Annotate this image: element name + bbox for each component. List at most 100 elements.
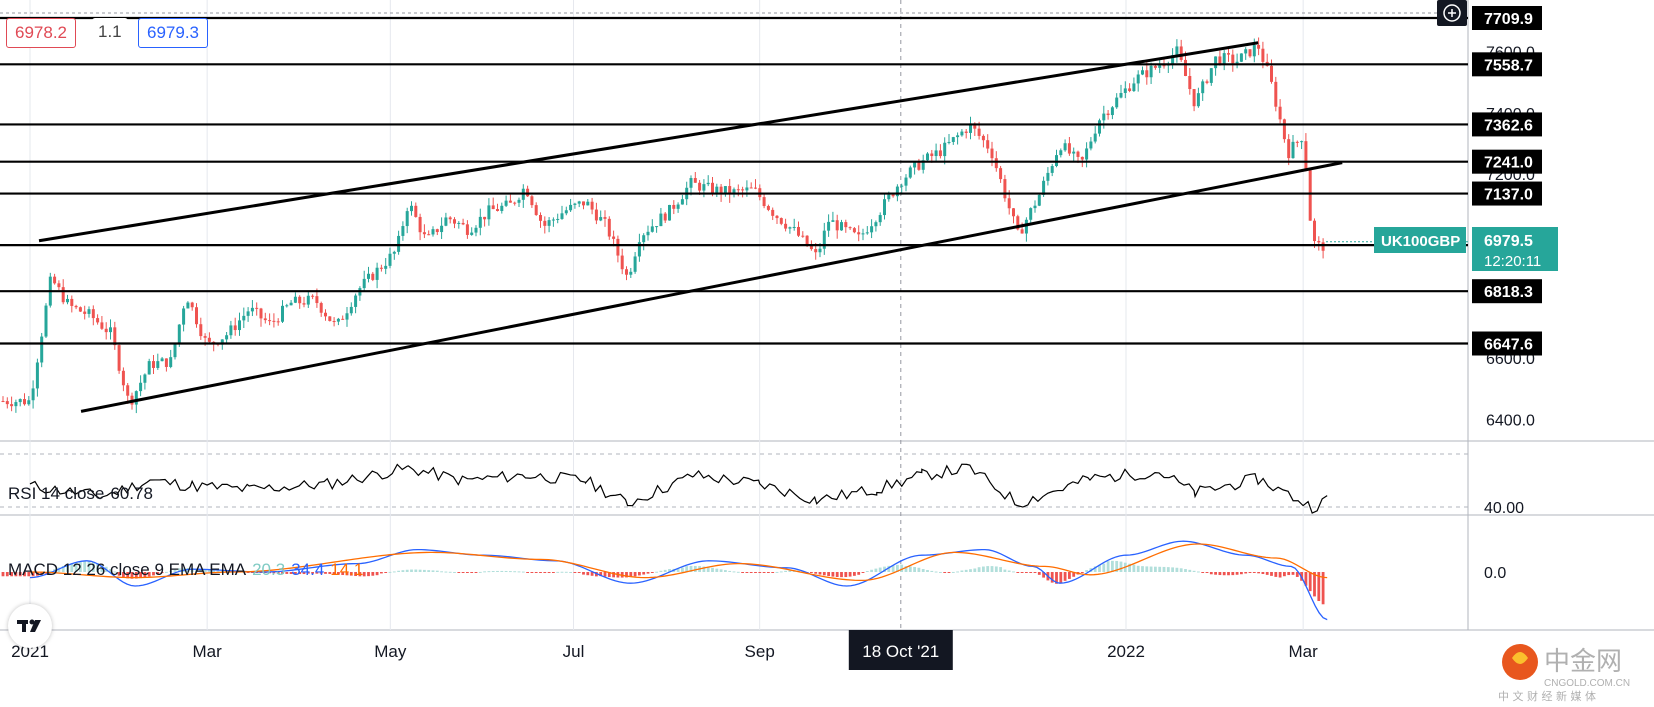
candle-body: [895, 186, 899, 197]
candle-body: [1282, 119, 1286, 140]
candle-body: [1175, 46, 1179, 56]
candle-body: [457, 222, 461, 224]
macd-histogram-bar: [1072, 572, 1076, 577]
candle-body: [203, 336, 207, 338]
macd-histogram-bar: [865, 571, 869, 573]
candle-body: [1033, 205, 1037, 209]
candle-body: [199, 324, 203, 337]
macd-histogram-bar: [1274, 572, 1278, 577]
candle-body: [91, 309, 95, 319]
macd-histogram-bar: [767, 572, 770, 573]
macd-histogram-bar: [1080, 572, 1084, 573]
macd-histogram-bar: [1029, 572, 1033, 573]
macd-histogram-bar: [1025, 572, 1028, 573]
macd-histogram-bar: [367, 572, 370, 577]
candle-body: [470, 232, 474, 235]
rsi-legend[interactable]: RSI 14 close 60.78: [8, 484, 153, 504]
bid-price-box[interactable]: 6978.2: [6, 18, 76, 48]
candle-body: [1080, 156, 1084, 160]
candle-body: [392, 251, 396, 254]
candle-body: [822, 230, 826, 249]
macd-histogram-bar: [1218, 572, 1222, 576]
macd-histogram-bar: [453, 571, 456, 573]
candle-body: [569, 204, 573, 211]
macd-histogram-bar: [754, 572, 757, 573]
macd-histogram-bar: [530, 572, 534, 573]
candle-body: [1093, 133, 1097, 142]
candles-group: [1, 37, 1325, 414]
candle-body: [427, 234, 431, 236]
candle-body: [1227, 53, 1230, 55]
macd-histogram-bar: [896, 564, 899, 572]
macd-histogram-bar: [543, 572, 547, 573]
candle-body: [87, 309, 91, 314]
candle-body: [431, 229, 435, 235]
candle-body: [797, 226, 800, 236]
candle-body: [938, 150, 942, 157]
macd-histogram-bar: [960, 570, 964, 572]
macd-histogram-bar: [117, 572, 121, 576]
candle-body: [1136, 74, 1140, 84]
macd-histogram-bar: [66, 564, 69, 572]
macd-histogram-bar: [1175, 567, 1179, 572]
macd-histogram-bar: [1235, 572, 1239, 575]
macd-histogram-bar: [775, 571, 779, 573]
ask-price-box[interactable]: 6979.3: [138, 18, 208, 48]
macd-histogram-bar: [1295, 572, 1299, 577]
macd-histogram-bar: [861, 572, 865, 573]
macd-histogram-bar: [10, 572, 13, 577]
macd-histogram-bar: [1132, 564, 1136, 572]
candle-body: [625, 269, 628, 275]
candle-body: [349, 306, 353, 314]
macd-histogram-bar: [939, 571, 942, 573]
time-axis-tick: Sep: [745, 642, 775, 661]
macd-histogram-bar: [169, 570, 173, 572]
time-axis-tick: 2021: [11, 642, 49, 661]
candle-body: [956, 135, 960, 138]
macd-histogram-bar: [156, 572, 160, 575]
candle-body: [164, 358, 168, 367]
macd-histogram-bar: [1179, 568, 1183, 572]
macd-histogram-bar: [547, 572, 551, 573]
rsi-value: 60.78: [110, 484, 153, 503]
macd-histogram-bar: [990, 566, 994, 572]
macd-histogram-bar: [392, 571, 396, 573]
macd-histogram-bar: [70, 563, 74, 572]
macd-histogram-bar: [405, 569, 409, 572]
candle-body: [607, 218, 611, 237]
tradingview-logo[interactable]: [8, 604, 52, 648]
macd-histogram-bar: [1321, 572, 1325, 605]
candle-body: [620, 255, 624, 270]
candle-body: [844, 222, 848, 228]
candle-body: [177, 324, 181, 344]
macd-histogram-bar: [1007, 570, 1011, 572]
candle-body: [590, 201, 594, 210]
candle-body: [1098, 120, 1101, 134]
macd-histogram-bar: [827, 572, 830, 577]
macd-line: [29, 540, 1328, 621]
macd-histogram-bar: [818, 572, 822, 575]
candle-body: [1235, 61, 1239, 64]
candle-body: [478, 216, 482, 228]
macd-legend[interactable]: MACD 12 26 close 9 EMA EMA 20.3 34.4 14.1: [8, 560, 363, 580]
candle-body: [801, 235, 805, 237]
macd-histogram-bar: [1308, 572, 1312, 592]
macd-histogram-bar: [982, 566, 985, 572]
macd-histogram-bar: [134, 572, 138, 579]
channel-trend-line: [80, 161, 1343, 413]
candle-body: [715, 186, 719, 194]
time-axis-tick: Mar: [1289, 642, 1319, 661]
candle-body: [698, 182, 702, 191]
candle-body: [354, 295, 358, 307]
macd-histogram-bar: [741, 572, 744, 573]
macd-histogram-bar: [139, 572, 142, 579]
candle-body: [1007, 198, 1011, 209]
macd-histogram-bar: [1119, 561, 1123, 572]
candle-body: [1188, 76, 1192, 90]
candle-body: [319, 303, 323, 313]
candle-body: [306, 295, 310, 305]
candle-body: [14, 402, 18, 407]
macd-histogram-bar: [762, 572, 766, 573]
macd-histogram-bar: [448, 571, 452, 573]
